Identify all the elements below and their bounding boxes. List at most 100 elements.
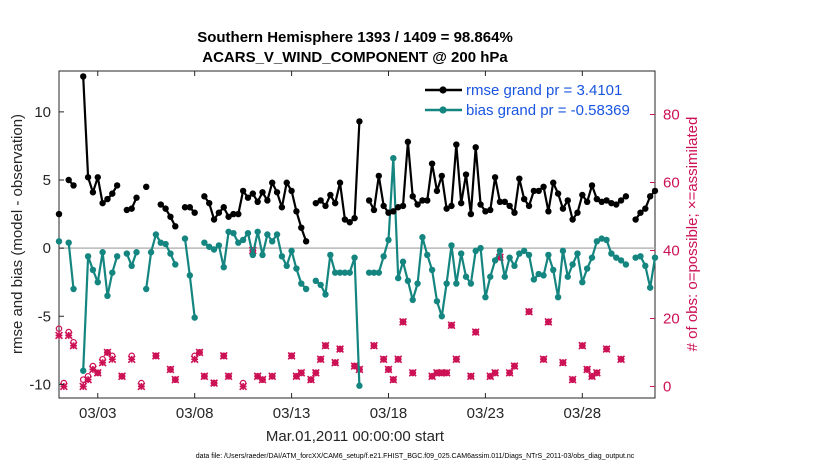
obs-assimilated-marker xyxy=(432,368,441,377)
bias-point xyxy=(239,236,247,244)
rmse-point xyxy=(298,224,305,231)
bias-point xyxy=(147,249,155,256)
obs-assimilated-marker xyxy=(59,382,68,391)
bias-point xyxy=(259,251,266,259)
rmse-point xyxy=(172,223,179,230)
bias-point xyxy=(438,313,445,320)
bias-point xyxy=(404,277,412,285)
bias-point xyxy=(540,272,547,279)
obs-assimilated-marker xyxy=(79,382,88,391)
bias-point xyxy=(278,253,286,260)
rmse-point xyxy=(390,208,397,215)
obs-assimilated-marker xyxy=(190,355,199,364)
legend-rmse-label: rmse grand pr = 3.4101 xyxy=(466,82,622,99)
bias-point xyxy=(288,247,295,255)
bias-point xyxy=(579,278,586,286)
rmse-point xyxy=(239,187,247,195)
bias-point xyxy=(84,253,92,260)
obs-assimilated-marker xyxy=(195,348,204,357)
obs-assimilated-marker xyxy=(103,348,112,357)
y-left-tick-label: 5 xyxy=(43,172,51,189)
rmse-point xyxy=(482,208,489,215)
obs-assimilated-marker xyxy=(307,375,315,384)
bias-point xyxy=(133,249,140,256)
rmse-point xyxy=(181,204,189,211)
rmse-point xyxy=(617,197,625,204)
footer-data-file: data file: /Users/raeder/DAI/ATM_forcXX/… xyxy=(196,453,635,460)
rmse-point xyxy=(210,216,218,223)
bias-point xyxy=(380,253,387,260)
obs-assimilated-marker xyxy=(408,368,417,377)
rmse-point xyxy=(603,197,610,204)
obs-assimilated-marker xyxy=(219,351,228,360)
obs-assimilated-marker xyxy=(399,317,407,326)
y-left-tick-label: 0 xyxy=(43,240,51,257)
rmse-point xyxy=(80,73,87,80)
bias-point xyxy=(70,285,77,293)
rmse-point xyxy=(651,187,659,195)
bias-point xyxy=(298,280,305,287)
bias-point xyxy=(472,247,479,255)
bias-point xyxy=(409,296,416,304)
rmse-point xyxy=(293,208,300,215)
obs-assimilated-marker xyxy=(384,365,393,374)
rmse-point xyxy=(94,174,101,181)
bias-point xyxy=(554,293,562,301)
chart-title-line-2: ACARS_V_WIND_COMPONENT @ 200 hPa xyxy=(202,49,508,66)
bias-point xyxy=(109,269,116,276)
rmse-point xyxy=(259,189,266,196)
bias-point xyxy=(477,244,484,252)
x-tick-label: 03/13 xyxy=(273,405,311,422)
bias-point xyxy=(491,257,499,264)
obs-assimilated-marker xyxy=(93,368,102,377)
bias-point xyxy=(588,254,596,261)
rmse-point xyxy=(399,202,407,210)
bias-point xyxy=(632,254,639,261)
rmse-point xyxy=(506,202,513,210)
rmse-point xyxy=(613,201,620,208)
bias-point xyxy=(525,251,533,259)
bias-point xyxy=(317,281,324,289)
obs-assimilated-marker xyxy=(428,372,437,381)
bias-point xyxy=(646,284,654,291)
bias-point xyxy=(312,277,320,285)
rmse-point xyxy=(608,199,615,207)
bias-point xyxy=(99,249,106,256)
rmse-point xyxy=(642,205,649,212)
bias-point xyxy=(215,242,223,249)
rmse-point xyxy=(462,171,470,178)
bias-point xyxy=(550,266,557,274)
obs-assimilated-marker xyxy=(568,375,577,384)
bias-point xyxy=(516,250,523,257)
bias-point xyxy=(220,264,227,271)
rmse-point xyxy=(288,187,295,195)
bias-point xyxy=(370,269,378,276)
rmse-point xyxy=(351,214,358,222)
rmse-point xyxy=(70,182,77,189)
bias-point xyxy=(545,251,552,259)
bias-point xyxy=(564,273,571,280)
rmse-point xyxy=(341,216,349,223)
y-axis-left-label: rmse and bias (model - observation) xyxy=(9,114,26,354)
rmse-point xyxy=(588,182,596,189)
bias-point xyxy=(113,253,121,260)
bias-point xyxy=(249,251,257,259)
bias-point xyxy=(511,262,518,270)
y-right-tick-label: 0 xyxy=(663,378,671,395)
rmse-point xyxy=(472,144,479,151)
bias-point xyxy=(201,239,208,246)
bias-point xyxy=(569,261,576,268)
rmse-point xyxy=(477,201,484,208)
obs-count-layer xyxy=(55,246,626,391)
rmse-point xyxy=(409,193,416,200)
bias-point xyxy=(506,254,513,261)
x-tick-label: 03/03 xyxy=(79,405,117,422)
rmse-point xyxy=(520,195,528,203)
bias-point xyxy=(496,247,504,255)
obs-assimilated-marker xyxy=(127,355,136,364)
bias-point xyxy=(574,250,581,257)
bias-point xyxy=(302,285,310,293)
rmse-point xyxy=(394,204,402,211)
rmse-point xyxy=(327,191,334,199)
